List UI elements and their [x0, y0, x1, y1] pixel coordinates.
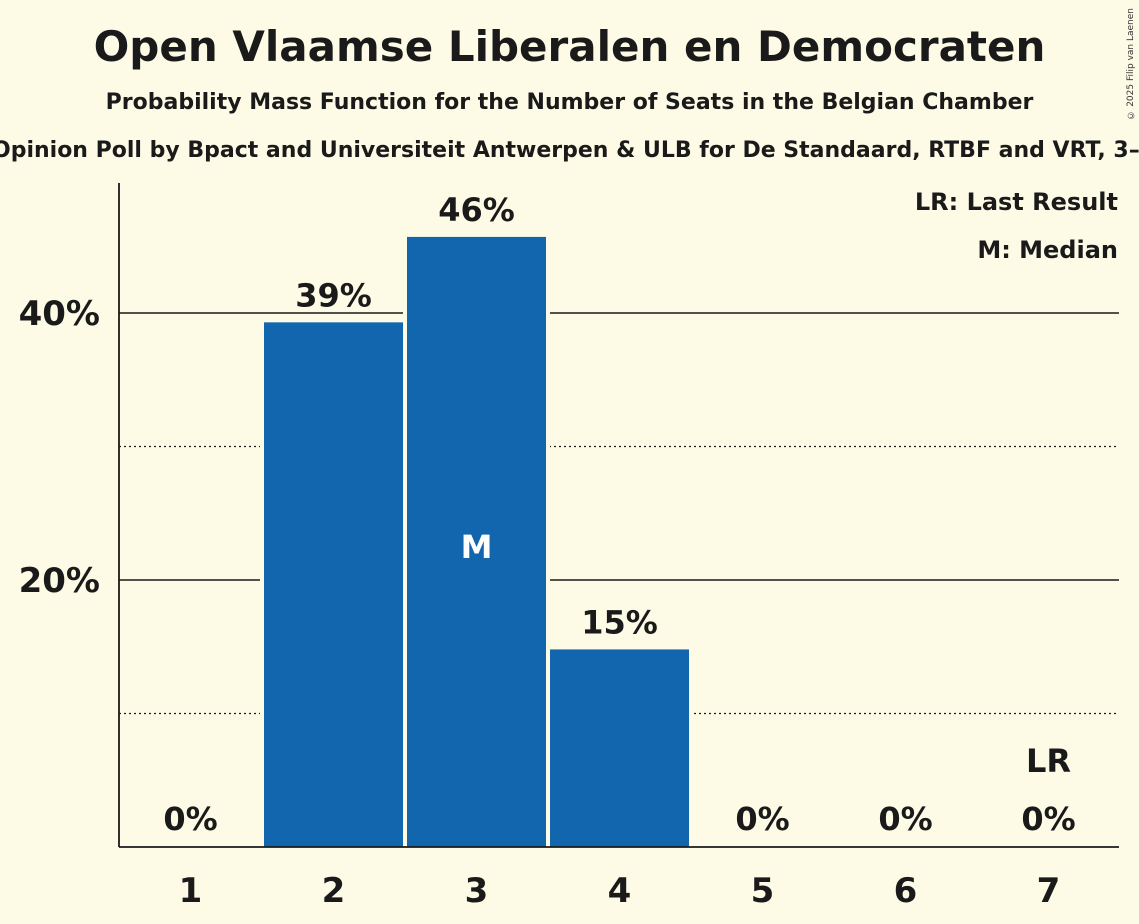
x-tick-label: 1	[179, 871, 203, 911]
x-tick-label: 6	[894, 871, 918, 911]
data-label: 0%	[163, 800, 217, 838]
legend-entry: M: Median	[977, 236, 1118, 264]
data-label: 0%	[1021, 800, 1075, 838]
last-result-marker: LR	[1026, 742, 1071, 780]
bar	[550, 649, 689, 847]
data-label: 0%	[735, 800, 789, 838]
legend: LR: Last Result M: Median	[915, 188, 1118, 264]
chart-subtitle: Probability Mass Function for the Number…	[105, 90, 1034, 115]
data-label: 15%	[581, 603, 658, 641]
data-label: 46%	[438, 191, 515, 229]
chart-title: Open Vlaamse Liberalen en Democraten	[93, 22, 1046, 71]
poll-description: Opinion Poll by Bpact and Universiteit A…	[0, 138, 1139, 163]
x-tick-label: 7	[1037, 871, 1061, 911]
y-tick-label: 20%	[19, 561, 100, 601]
data-label: 0%	[878, 800, 932, 838]
axes: 20% 40% 1 2 3 4 5 6 7	[19, 183, 1119, 911]
bar	[264, 322, 403, 848]
x-tick-label: 4	[608, 871, 632, 911]
median-marker: M	[461, 528, 493, 566]
labels: 0% 39% 46% 15% 0% 0% 0% M LR	[163, 191, 1075, 838]
bars	[260, 236, 693, 848]
data-label: 39%	[295, 276, 372, 314]
x-tick-label: 2	[322, 871, 346, 911]
x-tick-label: 3	[465, 871, 489, 911]
y-tick-label: 40%	[19, 294, 100, 334]
bar	[407, 236, 546, 847]
x-tick-label: 5	[751, 871, 775, 911]
legend-entry: LR: Last Result	[915, 188, 1118, 216]
